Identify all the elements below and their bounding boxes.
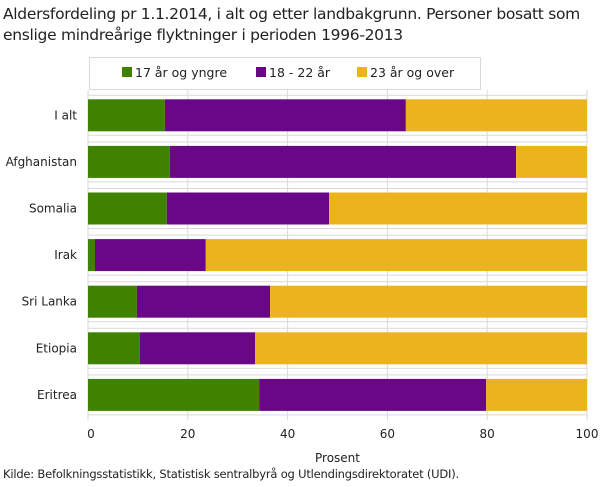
x-tick-label: 80	[480, 427, 495, 441]
bar-segment-somalia-0	[88, 192, 167, 225]
category-label: Sri Lanka	[22, 295, 77, 309]
x-tick-label: 40	[280, 427, 295, 441]
category-label: Irak	[54, 248, 77, 262]
category-label: Somalia	[29, 202, 77, 216]
x-axis-label: Prosent	[315, 451, 360, 465]
x-tick-label: 20	[180, 427, 195, 441]
source-note: Kilde: Befolkningsstatistikk, Statistisk…	[3, 467, 459, 481]
bar-segment-i-alt-0	[88, 99, 165, 132]
bar-segment-etiopia-0	[88, 332, 140, 365]
x-tick-label: 0	[87, 427, 95, 441]
bar-segment-etiopia-1	[139, 332, 256, 365]
bar-segment-irak-0	[88, 239, 95, 272]
legend-swatch	[122, 67, 132, 77]
bar-segment-etiopia-2	[255, 332, 588, 365]
bar-segment-i-alt-1	[164, 99, 406, 132]
bar-segment-somalia-2	[329, 192, 587, 225]
x-tick-label: 60	[380, 427, 395, 441]
bar-segment-irak-1	[94, 239, 206, 272]
chart-title: Aldersfordeling pr 1.1.2014, i alt og et…	[3, 5, 580, 44]
bar-segment-irak-2	[205, 239, 587, 272]
legend-swatch	[357, 67, 367, 77]
bar-segment-sri-lanka-2	[270, 285, 587, 318]
category-label: Etiopia	[36, 341, 77, 355]
bar-segment-somalia-1	[166, 192, 330, 225]
bar-segment-eritrea-1	[259, 378, 487, 411]
legend-label: 23 år og over	[370, 65, 455, 80]
legend-label: 17 år og yngre	[135, 65, 227, 80]
x-tick-label: 100	[576, 427, 599, 441]
bar-segment-sri-lanka-1	[136, 285, 271, 318]
bar-segment-afghanistan-1	[169, 145, 517, 178]
legend-label: 18 - 22 år	[269, 65, 331, 80]
bar-segment-afghanistan-2	[516, 145, 587, 178]
category-label: Afghanistan	[6, 155, 77, 169]
category-label: I alt	[54, 108, 77, 122]
bar-segment-i-alt-2	[405, 99, 587, 132]
legend-box	[89, 57, 481, 90]
category-label: Eritrea	[37, 388, 77, 402]
bar-segment-eritrea-2	[486, 378, 587, 411]
bar-segment-eritrea-0	[88, 378, 260, 411]
bar-segment-afghanistan-0	[88, 145, 170, 178]
legend-swatch	[256, 67, 266, 77]
bar-segment-sri-lanka-0	[88, 285, 137, 318]
